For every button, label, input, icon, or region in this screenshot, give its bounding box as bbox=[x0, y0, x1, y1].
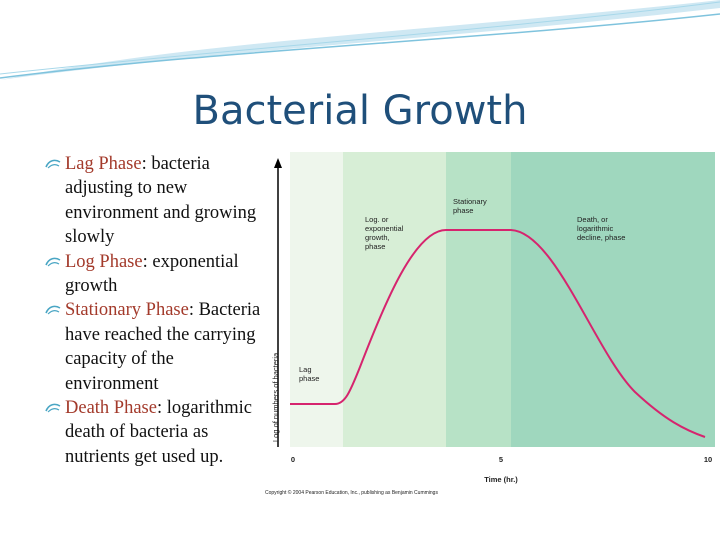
bullet-icon bbox=[45, 159, 61, 169]
y-axis-label: Log of numbers of bacteria bbox=[271, 352, 280, 442]
phase-label: Log. or bbox=[365, 215, 389, 224]
phase-label: phase bbox=[453, 206, 473, 215]
phase-label: Stationary bbox=[453, 197, 487, 206]
bullet-icon bbox=[45, 257, 61, 267]
phase-label: logarithmic bbox=[577, 224, 614, 233]
phase-label: decline, phase bbox=[577, 233, 625, 242]
phase-label: exponential bbox=[365, 224, 404, 233]
bullet: Log Phase: exponential growth bbox=[45, 250, 265, 299]
x-tick-label: 10 bbox=[704, 455, 712, 464]
bullet-text: : logarithmic death of bacteria as nutri… bbox=[65, 398, 253, 467]
header-decoration bbox=[0, 0, 720, 80]
bullet-text: : bacteria adjusting to new environment … bbox=[65, 154, 257, 248]
x-tick-label: 5 bbox=[499, 455, 503, 464]
slide-title: Bacterial Growth bbox=[192, 88, 528, 134]
bullet-term: Log Phase bbox=[65, 251, 143, 272]
bullet-term: Death Phase bbox=[65, 398, 157, 419]
bullet-icon bbox=[45, 306, 61, 315]
phase-label: Death, or bbox=[577, 215, 608, 224]
bullet-text: : exponential growth bbox=[65, 251, 239, 297]
x-axis-label: Time (hr.) bbox=[484, 475, 518, 484]
credit: Copyright © 2004 Pearson Education, Inc.… bbox=[265, 489, 438, 496]
bullet-term: Lag Phase bbox=[65, 154, 142, 174]
phase-label: phase bbox=[365, 242, 385, 251]
x-tick-label: 0 bbox=[291, 455, 295, 464]
bullet-text: : Bacteria have reached the carrying cap… bbox=[65, 300, 261, 394]
phase-label: Lag bbox=[299, 365, 312, 374]
bullet-term: Stationary Phase bbox=[65, 300, 189, 321]
bullet-icon bbox=[45, 403, 61, 413]
bullet: Stationary Phase: Bacteria have reached … bbox=[45, 298, 265, 396]
phase-label: growth, bbox=[365, 233, 390, 242]
bullet-list: Lag Phase: bacteria adjusting to new env… bbox=[45, 152, 265, 469]
bullet: Death Phase: logarithmic death of bacter… bbox=[45, 396, 265, 469]
bullet: Lag Phase: bacteria adjusting to new env… bbox=[45, 152, 265, 250]
phase-label: phase bbox=[299, 374, 319, 383]
